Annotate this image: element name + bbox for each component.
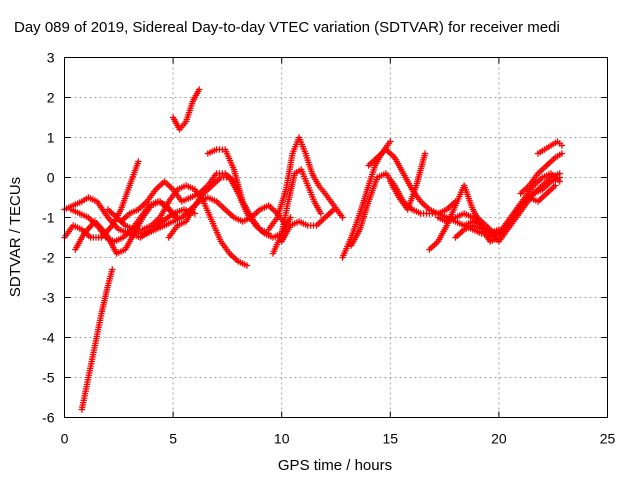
axis-ticks: 0 5 10 15 20 25 -6 -5 -4 -3 -2 -1 0 1 2 3 xyxy=(42,50,615,447)
x-tick-label: 0 xyxy=(61,431,69,447)
series-11 xyxy=(204,146,272,237)
data-point xyxy=(330,206,338,213)
data-point xyxy=(552,182,559,189)
x-tick-label: 5 xyxy=(169,431,177,447)
series-14 xyxy=(278,206,338,245)
series-25 xyxy=(534,138,566,157)
data-point xyxy=(421,150,429,157)
grid-lines xyxy=(64,57,608,418)
data-point xyxy=(287,214,294,221)
x-tick-label: 15 xyxy=(383,431,399,447)
data-point xyxy=(556,170,563,177)
chart-title: Day 089 of 2019, Sidereal Day-to-day VTE… xyxy=(14,19,560,36)
y-tick-label: 1 xyxy=(47,130,55,146)
data-point xyxy=(317,210,324,217)
data-point xyxy=(558,142,566,149)
x-axis-label: GPS time / hours xyxy=(278,457,392,474)
data-point xyxy=(339,214,346,221)
y-tick-label: -1 xyxy=(42,210,55,226)
data-point xyxy=(109,266,116,273)
data-point xyxy=(387,138,394,145)
y-tick-label: -2 xyxy=(42,250,55,266)
series-12 xyxy=(265,134,346,233)
series-24 xyxy=(517,150,566,197)
series-23 xyxy=(473,182,559,237)
y-tick-label: 0 xyxy=(47,170,55,186)
x-tick-label: 25 xyxy=(600,431,616,447)
y-tick-label: -4 xyxy=(42,330,55,346)
series-8 xyxy=(117,170,238,225)
x-tick-label: 10 xyxy=(274,431,290,447)
y-tick-label: -6 xyxy=(42,410,55,426)
data-points xyxy=(61,86,566,413)
data-point xyxy=(243,262,251,269)
y-axis-label: SDTVAR / TECUs xyxy=(7,177,24,297)
y-tick-label: 3 xyxy=(47,50,55,66)
series-5 xyxy=(67,198,179,245)
series-18 xyxy=(387,150,429,213)
data-point xyxy=(195,86,203,93)
y-tick-label: 2 xyxy=(47,90,55,106)
data-point xyxy=(558,150,566,157)
x-tick-label: 20 xyxy=(491,431,507,447)
y-tick-label: -5 xyxy=(42,370,55,386)
plot-frame xyxy=(64,57,608,418)
series-22 xyxy=(460,170,563,245)
series-10 xyxy=(169,86,203,133)
y-tick-label: -3 xyxy=(42,290,55,306)
data-point xyxy=(135,158,142,165)
series-1 xyxy=(78,266,116,413)
